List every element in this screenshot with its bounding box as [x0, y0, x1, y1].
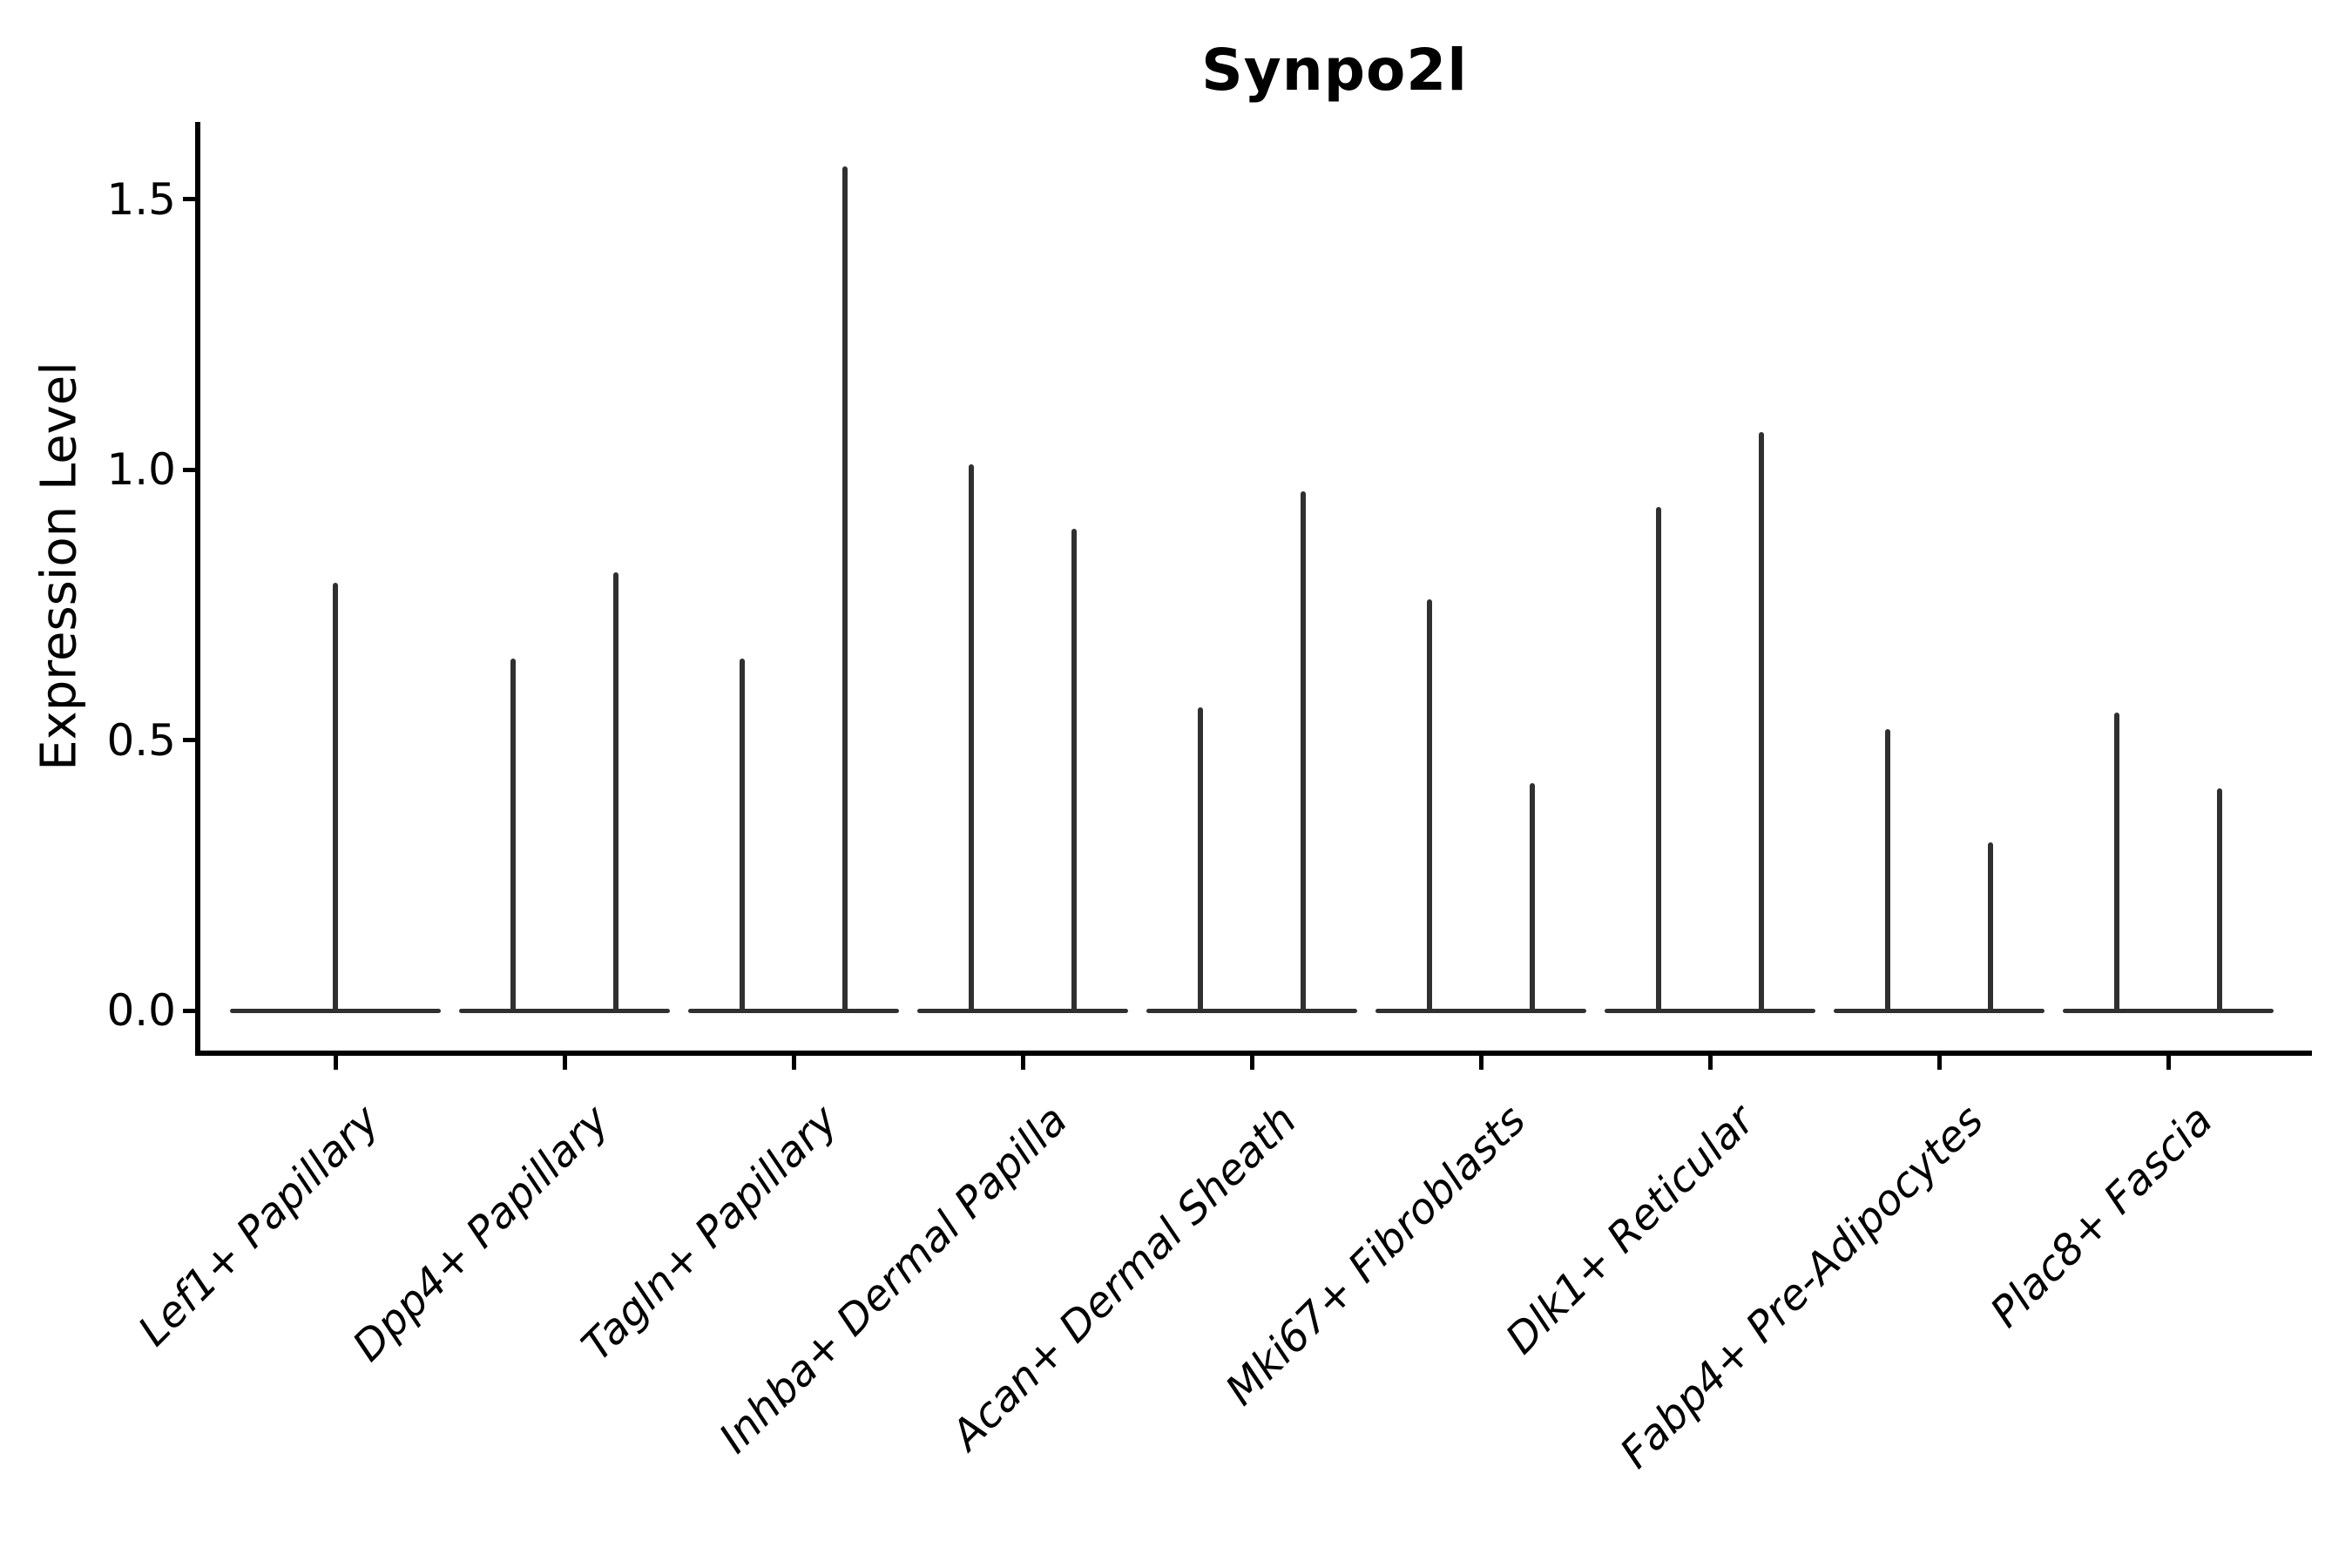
x-tick-mark [791, 1056, 796, 1070]
violin-spike [1198, 707, 1204, 1013]
violin-baseline [2063, 1009, 2274, 1013]
x-tick-label: Dlk1+ Reticular [1496, 1096, 1764, 1364]
y-tick-mark [183, 467, 195, 472]
violin-baseline [1375, 1009, 1587, 1013]
violin-spike [1759, 431, 1765, 1013]
violin-spike [1885, 729, 1891, 1013]
x-tick-mark [1249, 1056, 1254, 1070]
y-tick-label: 1.0 [106, 444, 176, 495]
violin-baseline [917, 1009, 1129, 1013]
violin-spike [1656, 507, 1662, 1013]
violin-spike [333, 583, 338, 1013]
plot-title: Synpo2l [0, 37, 2352, 104]
x-tick-mark [1478, 1056, 1484, 1070]
x-tick-mark [333, 1056, 338, 1070]
x-tick-label: Tagln+ Papillary [572, 1096, 848, 1371]
y-axis-spine [195, 122, 200, 1056]
violin-baseline [688, 1009, 900, 1013]
violin-spike [2114, 713, 2120, 1013]
x-tick-label: Dpp4+ Papillary [343, 1096, 618, 1371]
x-tick-mark [1707, 1056, 1713, 1070]
x-axis-spine [195, 1051, 2312, 1056]
y-tick-label: 0.5 [106, 714, 176, 766]
y-tick-mark [183, 1008, 195, 1013]
y-tick-mark [183, 738, 195, 742]
violin-spike [1530, 783, 1536, 1013]
violin-spike [969, 463, 975, 1013]
x-tick-label: Lef1+ Papillary [129, 1096, 389, 1356]
violin-baseline [1834, 1009, 2045, 1013]
violin-baseline [459, 1009, 671, 1013]
violin-baseline [1605, 1009, 1816, 1013]
violin-spike [740, 659, 746, 1013]
x-tick-mark [1936, 1056, 1942, 1070]
y-tick-label: 0.0 [106, 985, 176, 1036]
x-tick-mark [2166, 1056, 2171, 1070]
x-tick-mark [562, 1056, 567, 1070]
violin-spike [842, 166, 848, 1013]
violin-spike [613, 571, 619, 1013]
x-tick-label: Plac8+ Fascia [1981, 1096, 2223, 1337]
violin-spike [1071, 529, 1078, 1013]
violin-spike [1988, 842, 1994, 1013]
y-tick-label: 1.5 [106, 173, 176, 225]
y-axis-label: Expression Level [30, 362, 88, 771]
x-tick-label: Fabp4+ Pre-Adipocytes [1611, 1096, 1994, 1478]
violin-baseline [1146, 1009, 1358, 1013]
x-tick-mark [1020, 1056, 1025, 1070]
violin-spike [1301, 490, 1307, 1013]
violin-spike [2217, 788, 2223, 1013]
y-tick-mark [183, 197, 195, 201]
plot-title-text: Synpo2l [1201, 37, 1468, 104]
violin-spike [1427, 599, 1433, 1013]
violin-spike [510, 659, 517, 1013]
